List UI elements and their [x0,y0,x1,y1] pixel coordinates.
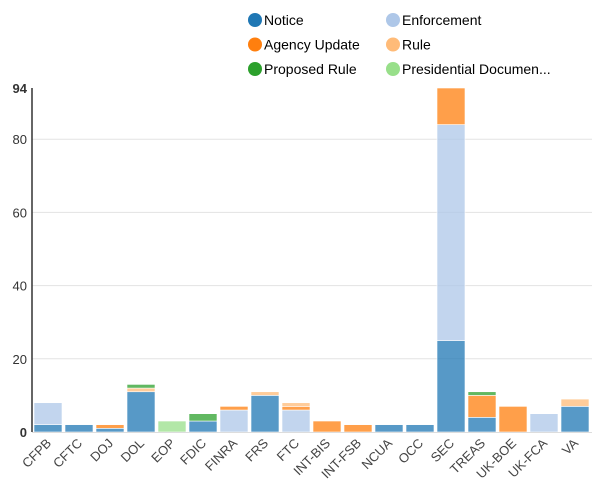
bar-segment-cfpb-notice[interactable] [33,424,63,433]
bar-segment-treas-proposed-rule[interactable] [467,391,497,396]
bar-segment-uk-fca-enforcement[interactable] [529,413,559,433]
bar-segment-sec-enforcement[interactable] [436,124,466,341]
legend-item[interactable]: Presidential Documen... [386,61,551,77]
x-tick-label: OCC [395,436,426,467]
legend-dot-icon [248,62,262,76]
bar-segment-frs-notice[interactable] [250,395,280,433]
bar-segment-doj-notice[interactable] [95,428,125,433]
bar-segment-fdic-notice[interactable] [188,420,218,433]
gridlines [32,138,592,360]
legend-item[interactable]: Rule [386,37,431,53]
legend-dot-icon [386,13,400,27]
bar-segment-fdic-proposed-rule[interactable] [188,413,218,422]
y-tick-label: 40 [13,279,27,294]
y-tick-label: 20 [13,352,27,367]
y-tick-label: 60 [13,205,27,220]
bar-segment-finra-agency-update[interactable] [219,406,249,411]
bar-segment-ftc-agency-update[interactable] [281,406,311,411]
bar-segment-ftc-rule[interactable] [281,402,311,407]
bar-segment-int-bis-agency-update[interactable] [312,420,342,433]
legend-dot-icon [386,62,400,76]
legend-label: Notice [264,12,304,28]
legend-item[interactable]: Enforcement [386,12,481,28]
bar-segment-frs-rule[interactable] [250,391,280,396]
legend-dot-icon [248,37,262,52]
x-tick-label: VA [559,435,581,457]
bar-segment-treas-notice[interactable] [467,417,497,433]
legend-label: Proposed Rule [264,61,357,77]
y-tick-label: 80 [13,132,27,147]
x-tick-label: DOL [118,436,148,466]
x-tick-label: FRS [242,435,271,464]
x-tick-label: CFPB [19,436,54,471]
bar-segment-sec-agency-update[interactable] [436,87,466,125]
legend-item[interactable]: Agency Update [248,37,360,53]
x-tick-label: FINRA [202,435,240,473]
y-tick-label: 94 [13,81,28,96]
bar-segment-dol-notice[interactable] [126,391,156,433]
y-axis: 0 20 40 60 80 94 [13,81,33,440]
x-tick-label: NCUA [358,435,395,472]
x-tick-label: DOJ [87,436,116,465]
bar-segment-int-fsb-agency-update[interactable] [343,424,373,433]
legend-item[interactable]: Proposed Rule [248,61,357,77]
legend: Notice Enforcement Agency Update Rule Propos… [248,12,551,77]
bar-segment-cfpb-enforcement[interactable] [33,402,63,425]
legend-dot-icon [386,37,400,52]
x-tick-label: EOP [148,436,178,466]
y-tick-label: 0 [20,425,27,440]
bar-segment-eop-presidential-documen-[interactable] [157,420,187,433]
bar-segment-va-rule[interactable] [560,398,590,407]
legend-label: Agency Update [264,37,360,53]
bar-segment-finra-enforcement[interactable] [219,409,249,433]
bar-segment-sec-notice[interactable] [436,340,466,433]
bar-segment-ftc-enforcement[interactable] [281,409,311,433]
bar-segment-cftc-notice[interactable] [64,424,94,433]
x-tick-label: CFTC [50,436,85,471]
legend-label: Presidential Documen... [402,61,551,77]
bar-segment-doj-agency-update[interactable] [95,424,125,429]
legend-item[interactable]: Notice [248,12,304,28]
bar-segment-dol-proposed-rule[interactable] [126,384,156,389]
bar-segment-occ-notice[interactable] [405,424,435,433]
bar-segment-ncua-notice[interactable] [374,424,404,433]
legend-dot-icon [248,13,262,27]
legend-label: Enforcement [402,12,481,28]
bar-segment-uk-boe-agency-update[interactable] [498,406,528,433]
bar-segment-dol-rule[interactable] [126,387,156,393]
bar-segment-va-notice[interactable] [560,406,590,433]
legend-label: Rule [402,37,431,53]
bar-segment-treas-agency-update[interactable] [467,395,497,418]
